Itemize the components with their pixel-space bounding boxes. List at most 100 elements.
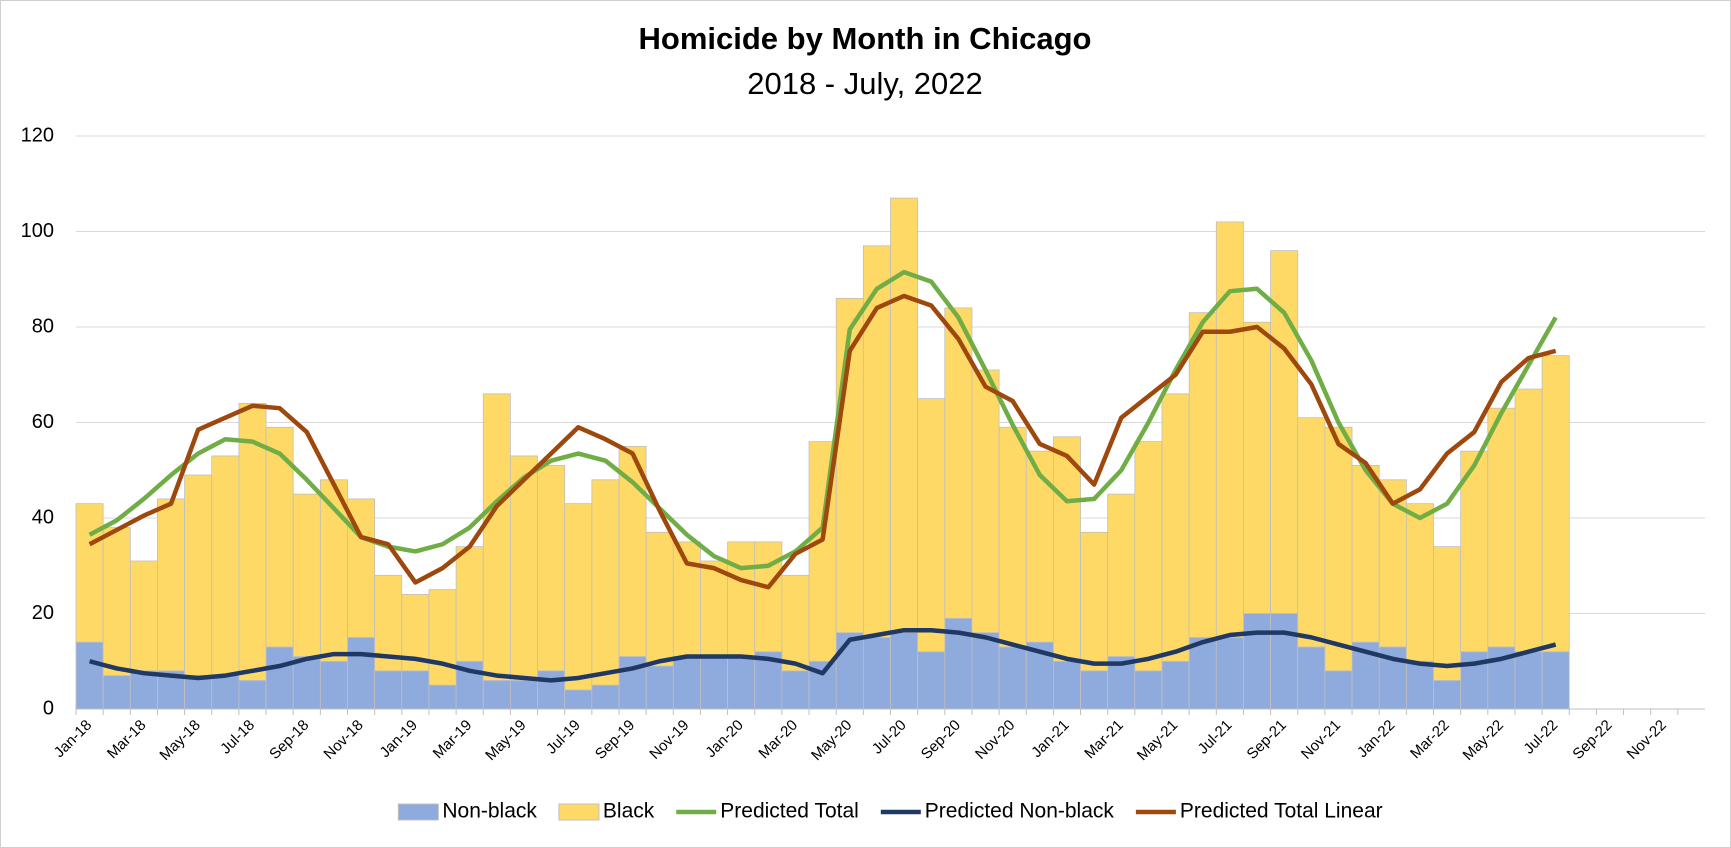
bar-segment	[265, 646, 294, 710]
bar-segment	[238, 679, 267, 710]
bar-segment	[1297, 646, 1326, 710]
bar-segment	[1134, 441, 1163, 672]
bar-segment	[1053, 436, 1081, 662]
bar-segment	[781, 574, 810, 672]
legend-label: Predicted Non-black	[925, 800, 1115, 823]
bar-segment	[157, 498, 185, 672]
bar-segment	[292, 493, 321, 657]
bar-segment	[537, 670, 566, 710]
bar-segment	[401, 670, 430, 710]
bar-segment	[862, 245, 891, 638]
bar-segment	[482, 393, 511, 681]
bar-segment	[564, 503, 593, 691]
legend-label: Black	[603, 800, 655, 823]
bar-segment	[727, 656, 756, 710]
bar-segment	[537, 465, 566, 672]
bar-segment	[971, 632, 1000, 710]
bar-segment	[1297, 417, 1326, 648]
bar-segment	[1270, 613, 1299, 710]
legend: Non-black Black Predicted Total Predicted N…	[397, 800, 1383, 823]
bar-segment	[1188, 312, 1217, 638]
bar-segment	[1514, 388, 1543, 653]
chart-subtitle: 2018 - July, 2022	[747, 66, 983, 101]
bar-segment	[1541, 355, 1570, 653]
bar-segment	[75, 503, 104, 643]
bar-segment	[917, 398, 946, 653]
bar-segment	[564, 689, 593, 710]
bar-segment	[102, 527, 131, 676]
legend-swatch	[558, 803, 600, 821]
bar-segment	[319, 660, 348, 710]
line-series	[89, 627, 1557, 683]
bar-segment	[1053, 660, 1081, 710]
bar-segment	[482, 679, 511, 710]
bar-segment	[509, 679, 538, 710]
bar-segment	[700, 656, 729, 710]
bar-segment	[1025, 450, 1054, 643]
y-tick-label: 120	[21, 124, 54, 146]
bar-segment	[1433, 546, 1462, 681]
bar-segment	[1161, 393, 1190, 662]
y-tick-label: 60	[32, 411, 54, 433]
bar-segment	[1188, 636, 1217, 710]
y-tick-label: 20	[32, 602, 54, 624]
bar-segment	[1324, 426, 1353, 672]
bar-segment	[428, 684, 457, 710]
bar-segment	[211, 675, 240, 710]
bar-segment	[1080, 531, 1109, 672]
bar-segment	[129, 670, 158, 710]
bar-segment	[1351, 465, 1380, 643]
bar-segment	[1514, 651, 1543, 710]
bar-segment	[998, 426, 1027, 648]
bar-segment	[75, 641, 104, 710]
bar-segment	[700, 560, 729, 657]
bar-segment	[1460, 450, 1489, 653]
bar-segment	[1161, 660, 1190, 710]
y-tick-label: 80	[32, 315, 54, 337]
bar-segment	[645, 665, 674, 710]
bar-segment	[509, 455, 538, 681]
bar-segment	[455, 546, 484, 662]
bar-segment	[428, 589, 457, 686]
bar-segment	[998, 646, 1027, 710]
bar-segment	[184, 474, 213, 676]
bar-segment	[184, 675, 213, 710]
bar-segment	[727, 541, 756, 657]
bar-segment	[862, 636, 891, 710]
bar-segment	[890, 197, 919, 633]
bar-segment	[835, 632, 864, 710]
bar-segment	[1405, 503, 1434, 662]
bar-segment	[591, 684, 620, 710]
legend-label: Predicted Total Linear	[1180, 800, 1383, 823]
legend-label: Non-black	[442, 800, 537, 823]
bar-segment	[1487, 407, 1516, 648]
bar-segment	[129, 560, 158, 672]
bar-segment	[645, 531, 674, 667]
bar-segment	[1243, 321, 1271, 614]
bar-segment	[1107, 493, 1136, 657]
bar-segment	[591, 479, 620, 686]
bar-segment	[1405, 660, 1434, 710]
legend-label: Predicted Total	[720, 800, 859, 823]
bar-segment	[374, 670, 403, 710]
bar-segment	[971, 369, 1000, 634]
y-tick-label: 100	[21, 220, 54, 242]
bar-segment	[890, 632, 919, 710]
bar-segment	[1134, 670, 1163, 710]
bar-segment	[102, 675, 131, 710]
bar-segment	[292, 656, 321, 710]
bar-segment	[1243, 613, 1271, 710]
legend-swatch	[397, 803, 439, 821]
bar-segment	[1324, 670, 1353, 710]
bar-segment	[1541, 651, 1570, 710]
bar-segment	[1080, 670, 1109, 710]
bar-segment	[1215, 221, 1244, 638]
bar-segment	[238, 402, 267, 681]
bar-segment	[672, 656, 701, 710]
y-tick-label: 40	[32, 506, 54, 528]
y-tick-label: 0	[43, 697, 54, 719]
chart-title: Homicide by Month in Chicago	[639, 21, 1092, 56]
bar-segment	[917, 651, 946, 710]
line-series	[88, 293, 1557, 590]
